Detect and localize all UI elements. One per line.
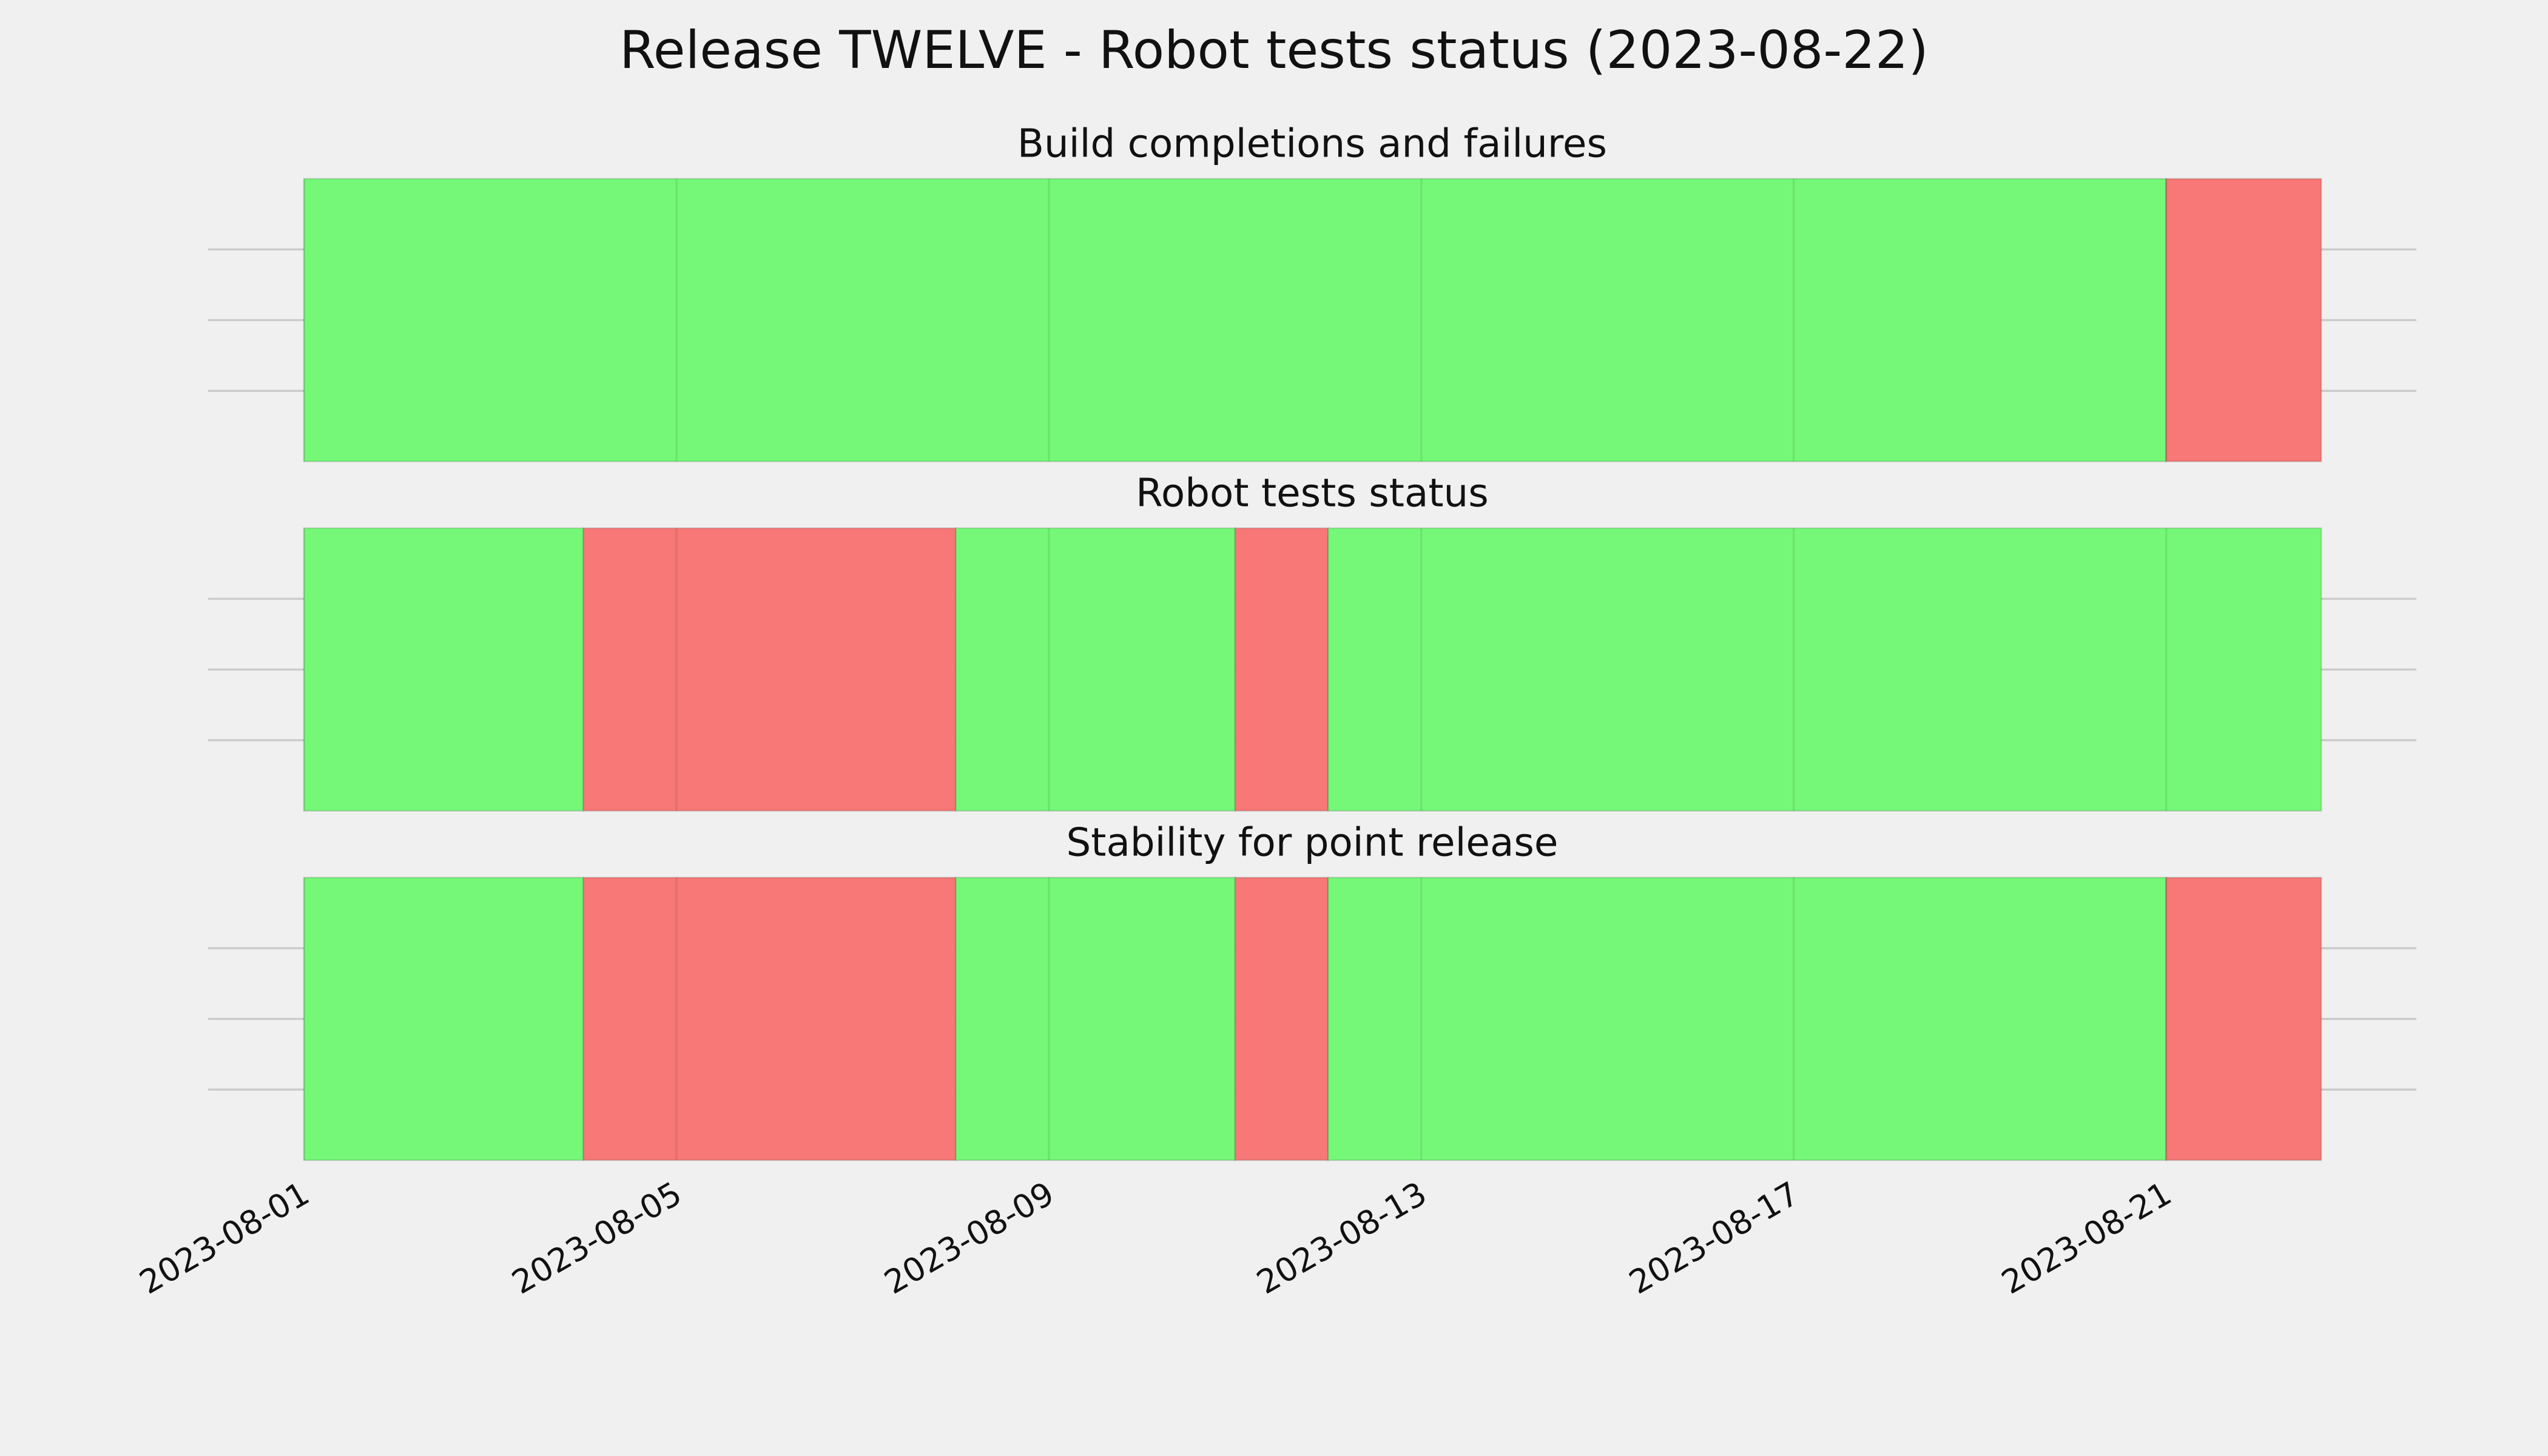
- status-span: [582, 527, 957, 812]
- status-span: [582, 877, 957, 1161]
- status-span: [1327, 877, 2167, 1161]
- status-span: [2165, 877, 2322, 1161]
- subplot-title: Build completions and failures: [1017, 121, 1607, 167]
- subplot-title: Robot tests status: [1136, 471, 1489, 516]
- status-span: [303, 527, 584, 812]
- status-span: [955, 527, 1236, 812]
- status-span: [1234, 527, 1329, 812]
- subplot-title: Stability for point release: [1067, 820, 1559, 865]
- status-span: [1234, 877, 1329, 1161]
- status-span: [2165, 178, 2322, 463]
- status-span: [955, 877, 1236, 1161]
- status-span: [303, 877, 584, 1161]
- chart-title: Release TWELVE - Robot tests status (202…: [619, 20, 1929, 81]
- status-span: [1327, 527, 2322, 812]
- status-span: [303, 178, 2167, 463]
